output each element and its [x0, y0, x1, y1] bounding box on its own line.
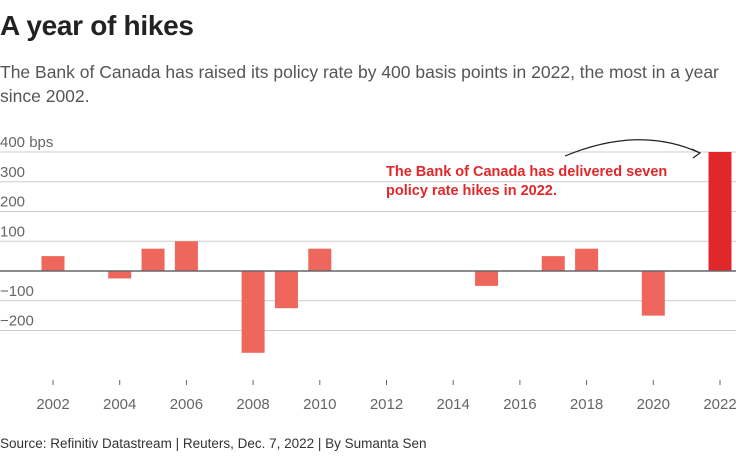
bar-2002	[41, 256, 65, 271]
y-axis-ticks: 400 bps 300 200 100 −100 −200	[0, 134, 53, 330]
bar-2010	[308, 248, 332, 271]
bar-2005	[141, 248, 165, 271]
x-tick-label: 2022	[703, 396, 736, 413]
x-tick-label: 2004	[103, 396, 136, 413]
y-tick-label: −200	[0, 313, 34, 330]
chart-title: A year of hikes	[0, 10, 194, 41]
chart-subtitle: The Bank of Canada has raised its policy…	[0, 62, 719, 106]
bar-2015	[475, 271, 499, 286]
gridlines	[0, 151, 736, 331]
x-axis-ticks: 2002 2004 2006 2008 2010 2012 2014 2016 2018 2020…	[36, 380, 736, 413]
y-tick-label: 400 bps	[0, 134, 53, 151]
bar-2004	[108, 271, 132, 279]
annotation-line-1: The Bank of Canada has delivered seven	[386, 164, 667, 180]
x-tick-label: 2014	[437, 396, 470, 413]
annotation: The Bank of Canada has delivered seven p…	[386, 139, 702, 199]
arrowhead-icon	[691, 148, 702, 159]
x-tick-label: 2018	[570, 396, 603, 413]
y-tick-label: 200	[0, 194, 25, 211]
annotation-line-2: policy rate hikes in 2022.	[386, 183, 557, 199]
y-tick-label: −100	[0, 283, 34, 300]
x-tick-label: 2010	[303, 396, 336, 413]
bars	[41, 152, 732, 353]
annotation-arrow-icon	[564, 139, 701, 157]
x-tick-label: 2008	[236, 396, 269, 413]
bar-2006	[174, 241, 198, 271]
y-tick-label: 300	[0, 164, 25, 181]
x-tick-label: 2012	[370, 396, 403, 413]
x-tick-label: 2002	[36, 396, 69, 413]
x-tick-label: 2020	[637, 396, 670, 413]
x-tick-label: 2006	[170, 396, 203, 413]
bar-2009	[274, 271, 298, 309]
source-footer: Source: Refinitiv Datastream | Reuters, …	[0, 436, 427, 451]
bar-2008	[241, 271, 265, 353]
bar-2017	[541, 256, 565, 271]
y-tick-label: 100	[0, 223, 25, 240]
bar-2018	[575, 248, 599, 271]
x-tick-label: 2016	[503, 396, 536, 413]
bar-2020	[641, 271, 665, 316]
bar-2022	[708, 152, 732, 271]
